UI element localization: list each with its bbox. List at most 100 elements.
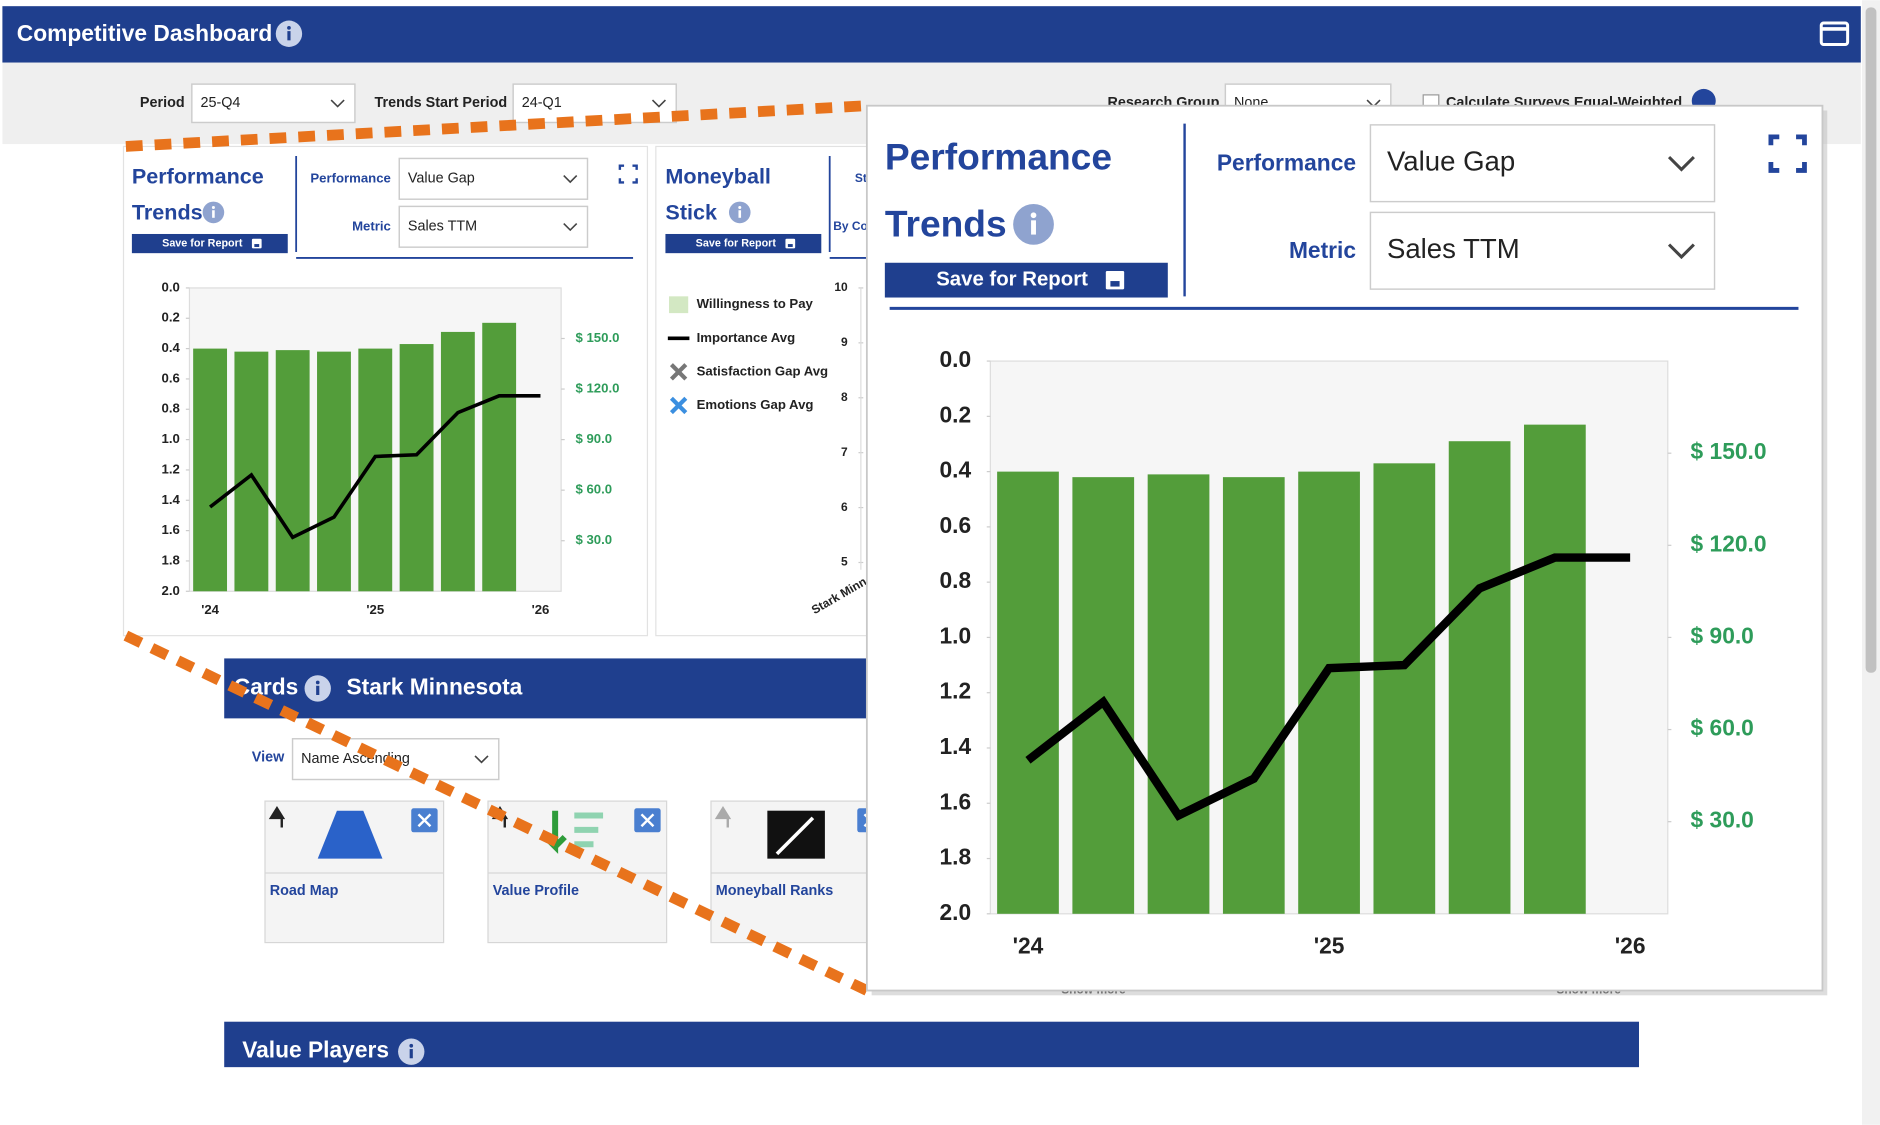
chevron xyxy=(1667,155,1695,172)
save-icon-slot xyxy=(1110,281,1120,287)
x-tick-label: '25 xyxy=(366,602,384,617)
save-icon xyxy=(1105,270,1125,290)
scrollbar-thumb[interactable] xyxy=(1865,7,1877,673)
bar xyxy=(399,344,434,592)
y2-tick-label: $ 90.0 xyxy=(1691,622,1754,648)
dropdown[interactable] xyxy=(1369,124,1716,203)
y2-tick-label: $ 150.0 xyxy=(1691,438,1767,464)
y-tick-label: 0.2 xyxy=(940,401,972,427)
info-icon-dot xyxy=(211,206,215,210)
bar xyxy=(482,322,517,592)
panel-title: Performance xyxy=(132,163,264,188)
dropdown[interactable] xyxy=(398,157,589,200)
bar xyxy=(358,348,393,592)
info-icon-bar xyxy=(212,210,215,218)
dropdown-value: 25-Q4 xyxy=(200,95,240,111)
x-tick-label: '25 xyxy=(1314,932,1345,958)
legend-swatch xyxy=(669,363,688,381)
save-button[interactable] xyxy=(131,233,288,254)
chevron xyxy=(651,99,666,108)
y-tick-label: 9 xyxy=(841,335,848,349)
bar xyxy=(275,350,310,592)
panel xyxy=(655,145,885,637)
field-label: St xyxy=(855,171,867,185)
save-icon-slot xyxy=(254,244,260,247)
y-tick-label: 1.6 xyxy=(940,788,972,814)
legend-label: Emotions Gap Avg xyxy=(697,397,814,412)
y-tick-label: 1.8 xyxy=(940,844,972,870)
info-icon-bar xyxy=(409,1049,413,1059)
panel-title: Moneyball xyxy=(665,163,771,188)
save-button[interactable] xyxy=(665,233,822,254)
line-series xyxy=(1025,553,1631,821)
legend-label: Satisfaction Gap Avg xyxy=(697,363,829,378)
bar xyxy=(1373,463,1436,914)
chevron xyxy=(1667,243,1695,260)
callout-line xyxy=(123,630,870,996)
y-tick-label: 0.0 xyxy=(162,279,180,294)
info-icon-bar xyxy=(316,685,320,695)
dropdown-value: Value Gap xyxy=(1387,146,1515,177)
card-title[interactable]: Value Profile xyxy=(493,883,579,899)
y-tick-label: 0.8 xyxy=(162,401,180,416)
bar xyxy=(1222,477,1285,914)
bar xyxy=(1072,477,1135,914)
line-series xyxy=(208,393,541,540)
dropdown[interactable] xyxy=(191,83,356,124)
header-title: Competitive Dashboard xyxy=(17,20,273,46)
bar xyxy=(1448,441,1511,914)
save-button-label: Save for Report xyxy=(936,269,1088,291)
window-icon[interactable] xyxy=(1819,21,1850,47)
section-title: Value Players xyxy=(242,1037,389,1063)
chevron xyxy=(563,222,578,232)
card-title[interactable]: Moneyball Ranks xyxy=(716,883,833,899)
section-bar xyxy=(224,1021,1640,1068)
section-title: Cards xyxy=(234,673,299,699)
info-icon-dot xyxy=(738,206,742,210)
dropdown[interactable] xyxy=(398,205,589,248)
bar xyxy=(317,351,351,592)
panel-title: Trends xyxy=(885,203,1007,245)
dropdown-value: Value Gap xyxy=(408,171,475,187)
x-tick-label: '26 xyxy=(532,602,550,617)
field-label: By Co xyxy=(833,219,868,233)
y-tick-label: 2.0 xyxy=(940,899,972,925)
card-icon xyxy=(775,816,815,856)
y-tick-label: 1.0 xyxy=(940,622,972,648)
y-tick-label: 1.2 xyxy=(940,678,972,704)
y-tick-label: 1.2 xyxy=(162,461,180,476)
expand-icon[interactable] xyxy=(618,164,638,184)
y2-tick-label: $ 60.0 xyxy=(576,482,613,497)
y-tick-label: 2.0 xyxy=(162,583,180,598)
x-tick-label: '24 xyxy=(201,602,219,617)
dropdown[interactable] xyxy=(1369,211,1716,290)
field-label: Performance xyxy=(1217,149,1356,175)
legend-label: Willingness to Pay xyxy=(697,296,814,311)
legend-swatch xyxy=(669,396,688,415)
info-icon-bar xyxy=(287,31,291,41)
x-tick-label: '26 xyxy=(1615,932,1646,958)
panel-title: Performance xyxy=(885,135,1112,177)
filter-label: Trends Start Period xyxy=(375,95,508,111)
section-subject: Stark Minnesota xyxy=(347,673,523,699)
save-button-label: Save for Report xyxy=(696,237,777,249)
y-tick-label: 0.2 xyxy=(162,310,180,325)
expand-icon[interactable] xyxy=(1768,134,1807,173)
y2-tick-label: $ 30.0 xyxy=(1691,807,1754,833)
chevron xyxy=(474,755,489,764)
legend-swatch xyxy=(669,296,689,314)
page-bottom xyxy=(0,1067,1861,1125)
pin-icon xyxy=(268,806,286,828)
bar xyxy=(440,331,475,592)
y-tick-label: 1.4 xyxy=(162,492,181,507)
card-title[interactable]: Road Map xyxy=(270,883,339,899)
y-tick-label: 1.6 xyxy=(162,522,180,537)
chevron xyxy=(563,175,578,184)
bar xyxy=(1147,474,1210,914)
callout-line xyxy=(125,100,868,152)
field-label: Metric xyxy=(352,218,391,233)
y-tick-label: 7 xyxy=(841,445,848,459)
chevron xyxy=(330,99,345,108)
dropdown-value: 24-Q1 xyxy=(522,95,562,111)
